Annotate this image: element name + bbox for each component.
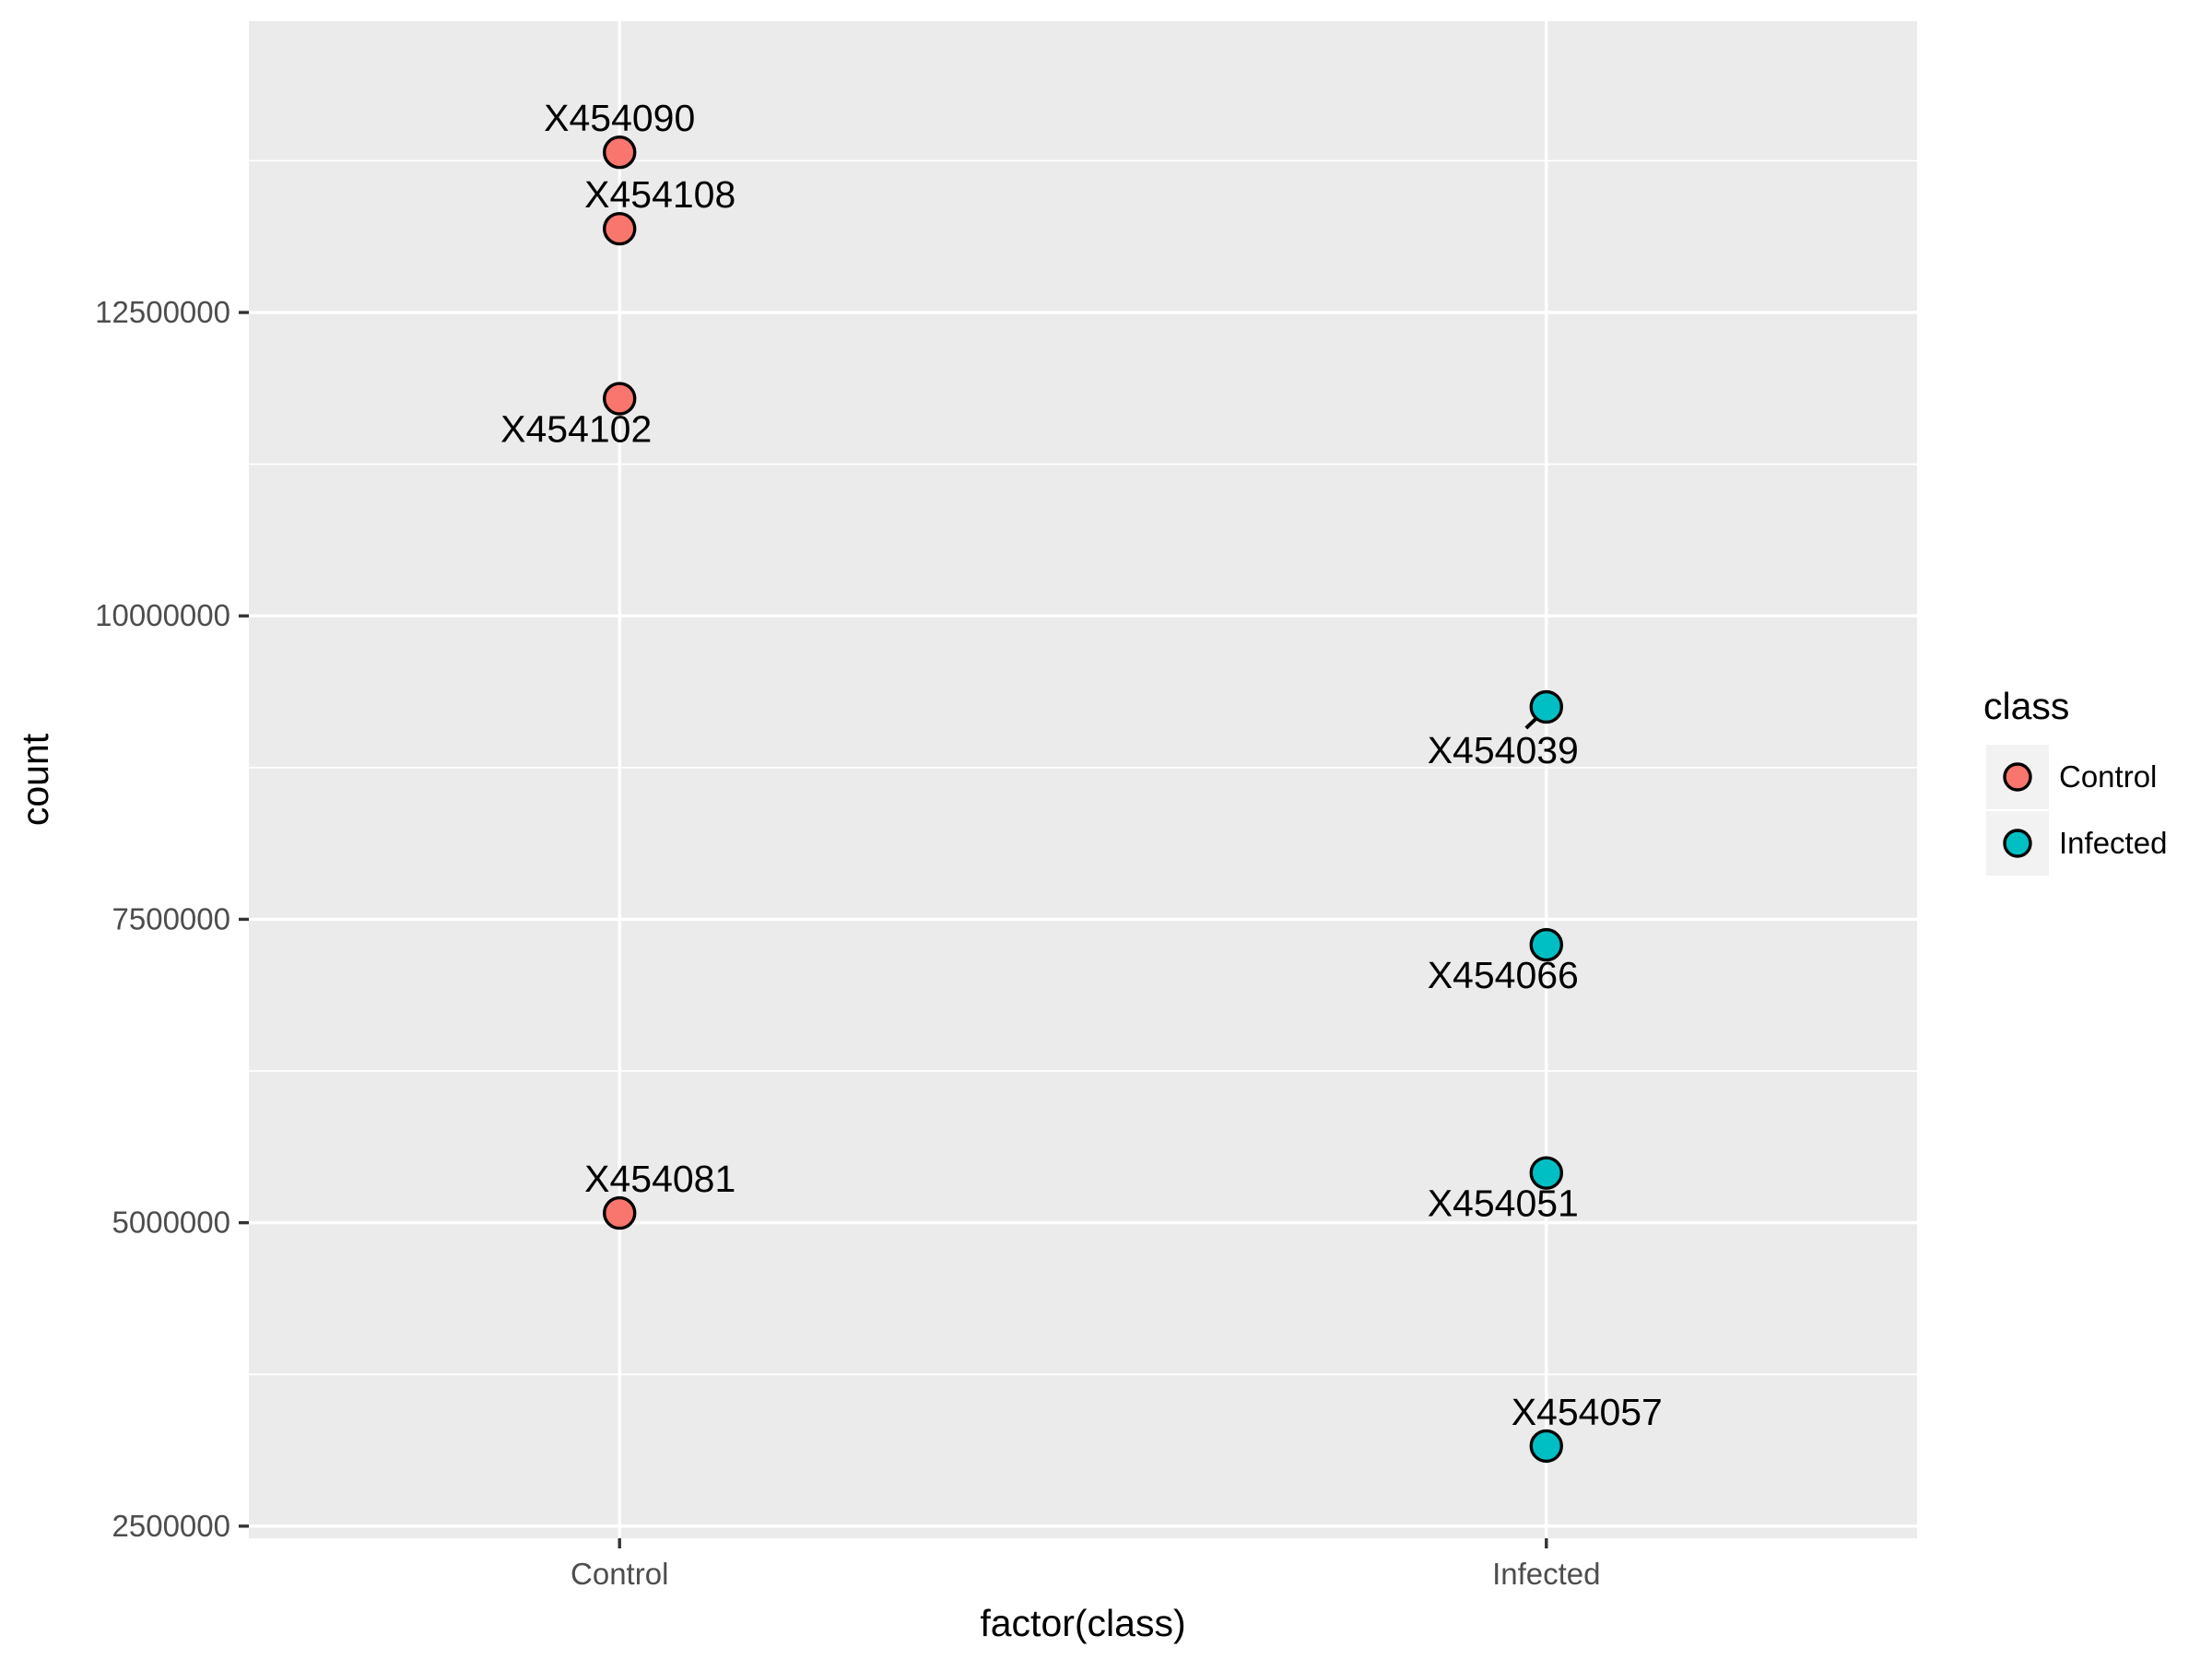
x-tick-label: Control: [571, 1557, 668, 1591]
data-points: [603, 135, 1563, 1464]
data-point: [603, 382, 637, 416]
minor-gridlines: [249, 159, 1917, 1376]
point-label: X454090: [544, 97, 695, 139]
legend-key-point: [2003, 762, 2032, 792]
y-axis-title: count: [14, 733, 56, 826]
point-label: X454081: [584, 1158, 735, 1200]
major-gridlines: [249, 21, 1917, 1538]
data-point: [603, 1195, 637, 1230]
legend-label: Control: [2059, 759, 2157, 794]
data-point: [603, 135, 637, 170]
point-labels: X454090 X454108 X454102 X454081 X454039 X4540…: [500, 97, 1663, 1433]
y-tick-label: 10000000: [95, 598, 230, 632]
point-label: X454066: [1428, 954, 1579, 996]
legend-label: Infected: [2059, 826, 2167, 860]
legend-title: class: [1983, 685, 2069, 727]
data-point: [603, 211, 637, 246]
point-label: X454057: [1512, 1391, 1663, 1433]
data-point: [1529, 1429, 1563, 1464]
x-axis-title: factor(class): [980, 1602, 1185, 1644]
point-label: X454051: [1428, 1182, 1579, 1225]
y-tick-label: 7500000: [112, 901, 230, 935]
x-axis: Control Infected: [571, 1538, 1600, 1591]
legend-key-point: [2003, 829, 2032, 858]
y-tick-label: 5000000: [112, 1206, 230, 1240]
point-label: X454039: [1428, 729, 1579, 771]
point-label: X454108: [584, 173, 735, 216]
data-point: [1529, 927, 1563, 962]
data-point: [1529, 689, 1563, 724]
plot-panel: [249, 21, 1917, 1538]
legend: class Control Infected: [1983, 685, 2167, 876]
y-axis: 2500000 5000000 7500000 10000000 12500000: [95, 295, 249, 1543]
x-tick-label: Infected: [1492, 1557, 1600, 1591]
point-label: X454102: [500, 408, 652, 451]
y-tick-label: 2500000: [112, 1509, 230, 1543]
y-tick-label: 12500000: [95, 295, 230, 329]
data-point: [1529, 1156, 1563, 1190]
